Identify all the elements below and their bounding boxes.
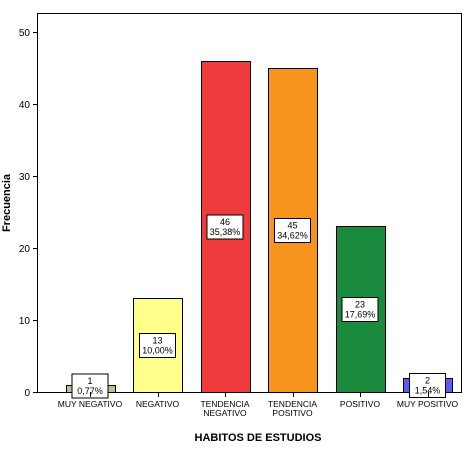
data-label-percent: 34,62%	[277, 231, 308, 241]
x-tick-label: MUY POSITIVO	[397, 399, 459, 409]
y-axis: 0 10 20 30 40 50	[19, 28, 38, 399]
data-label-box	[409, 373, 446, 398]
data-label-count: 23	[355, 300, 365, 310]
data-label-count: 45	[287, 221, 297, 231]
data-label-count: 1	[87, 376, 92, 386]
y-tick-label: 0	[24, 388, 30, 399]
y-axis-title: Frecuencia	[1, 173, 13, 232]
data-label-box	[139, 333, 176, 358]
x-tick-label: TENDENCIA	[268, 399, 317, 409]
x-tick-label: TENDENCIA	[200, 399, 249, 409]
data-label-percent: 35,38%	[210, 227, 241, 237]
x-tick-label: NEGATIVO	[203, 408, 247, 418]
x-tick-label: MUY NEGATIVO	[58, 399, 123, 409]
data-label-percent: 0,77%	[77, 386, 103, 396]
data-label-box	[206, 214, 244, 240]
data-label-percent: 17,69%	[345, 310, 376, 320]
x-tick-label: POSITIVO	[340, 399, 381, 409]
x-tick-label: NEGATIVO	[136, 399, 180, 409]
x-axis: MUY NEGATIVO NEGATIVO TENDENCIANEGATIVOTEN…	[58, 392, 459, 418]
x-axis-title: HABITOS DE ESTUDIOS	[195, 432, 322, 444]
data-label-count: 13	[152, 336, 162, 346]
data-label-count: 46	[220, 217, 230, 227]
data-label-count: 2	[425, 376, 430, 386]
data-label-box	[341, 297, 379, 322]
data-label-percent: 1,54%	[415, 386, 441, 396]
x-tick-label: POSITIVO	[272, 408, 313, 418]
data-label-box	[274, 218, 311, 243]
y-tick-label: 40	[19, 100, 31, 111]
y-tick-label: 20	[19, 244, 31, 255]
y-tick-label: 50	[19, 28, 31, 39]
data-label-percent: 10,00%	[142, 346, 173, 356]
y-tick-label: 30	[19, 172, 31, 183]
y-tick-label: 10	[19, 316, 31, 327]
